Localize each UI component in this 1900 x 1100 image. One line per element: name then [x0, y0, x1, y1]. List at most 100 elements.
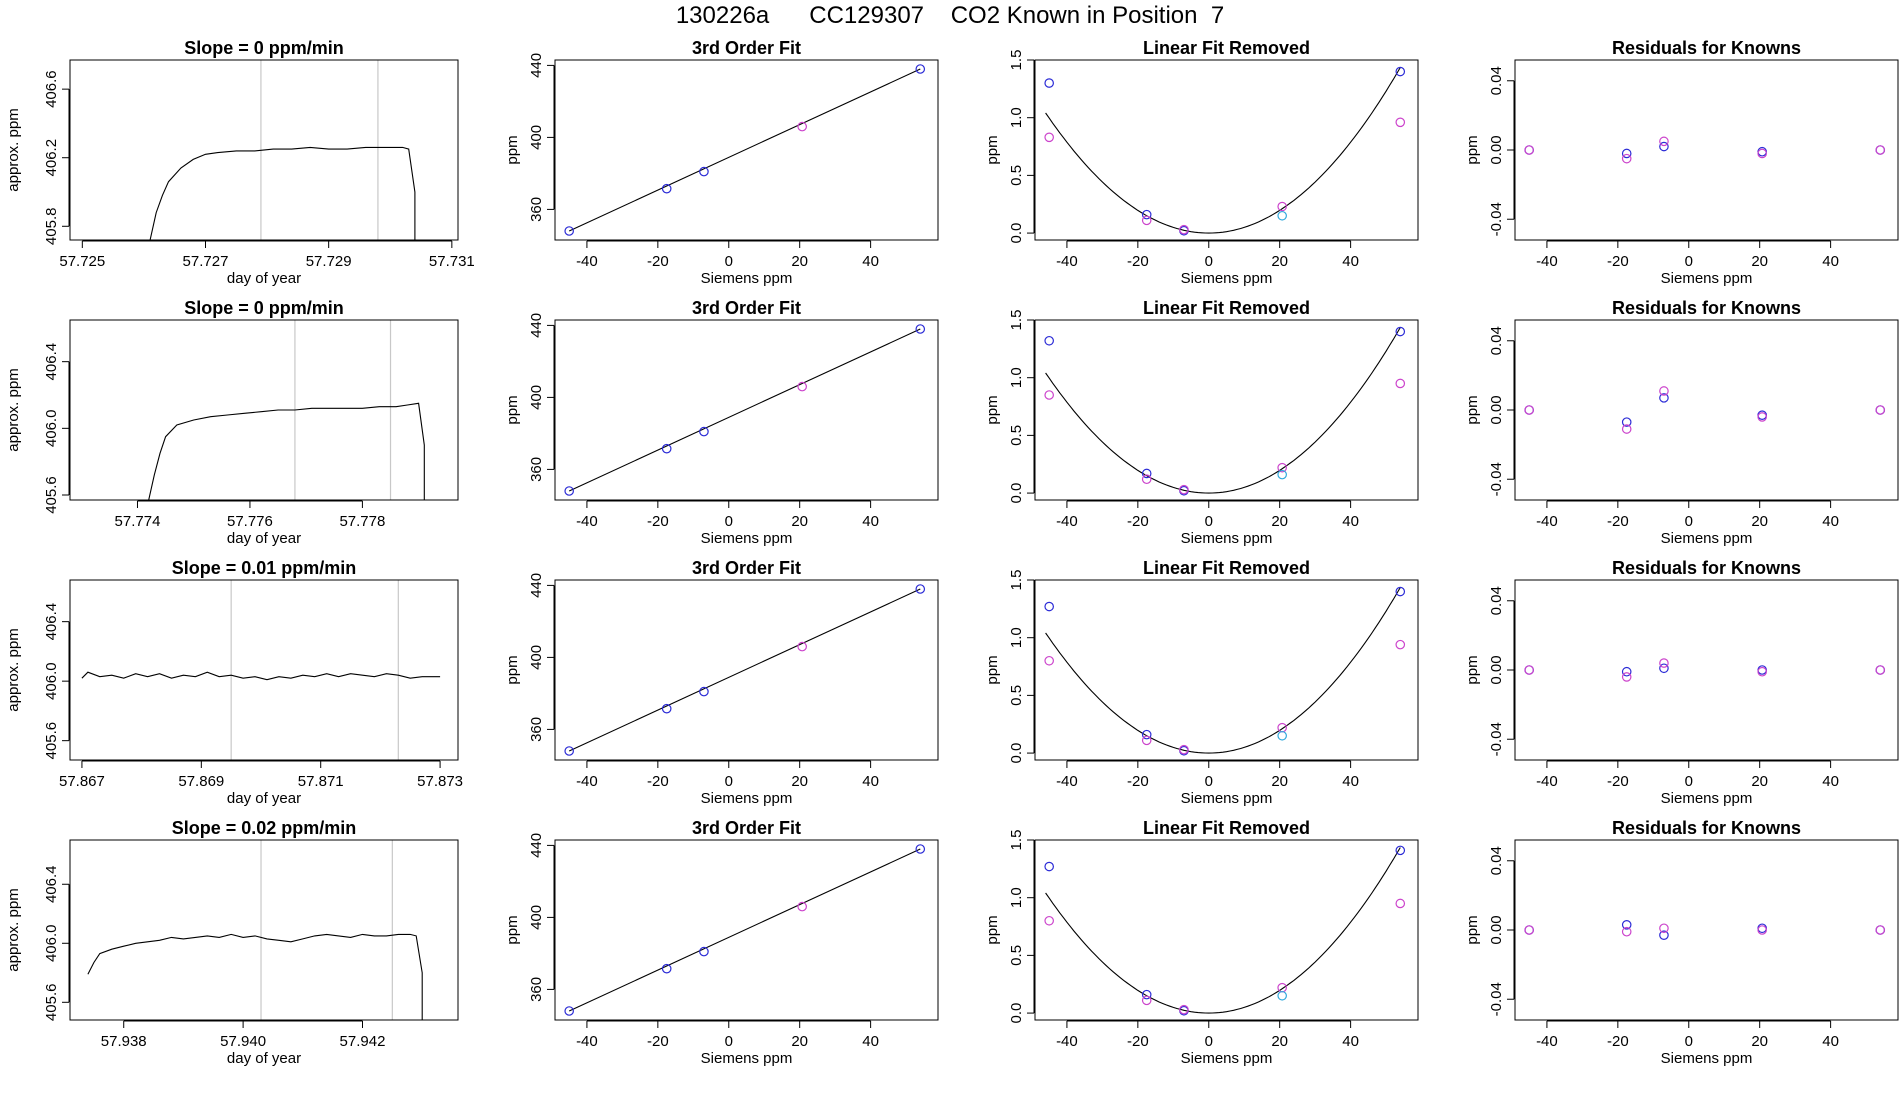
- data-layer: [1524, 136, 1886, 164]
- y-tick-label: 440: [528, 53, 545, 78]
- y-tick-label: 400: [528, 645, 545, 670]
- x-tick-label: -20: [1607, 513, 1629, 530]
- data-point-blue: [915, 324, 926, 334]
- x-tick-label: 57.871: [298, 773, 344, 790]
- x-tick-label: 0: [725, 1033, 733, 1050]
- x-axis-label: Siemens ppm: [701, 530, 793, 547]
- x-tick-label: 0: [725, 253, 733, 270]
- y-tick-label: 405.6: [43, 984, 60, 1022]
- x-tick-label: 40: [862, 253, 879, 270]
- panel-title: 3rd Order Fit: [692, 818, 801, 838]
- panel-r2-c1: 57.774 57.776 57.778 405.6 406.0 406.4 Slope =…: [5, 298, 459, 547]
- x-tick-label: 40: [1822, 1033, 1839, 1050]
- data-point-magenta: [1659, 386, 1669, 396]
- x-tick-label: 20: [791, 1033, 808, 1050]
- x-axis-label: day of year: [227, 270, 301, 287]
- x-tick-label: 20: [1751, 1033, 1768, 1050]
- y-tick-label: 0.0: [1008, 743, 1025, 764]
- data-point-magenta: [1524, 405, 1534, 415]
- y-tick-label: 360: [528, 717, 545, 742]
- y-tick-label: 0.00: [1488, 655, 1505, 684]
- x-tick-label: 40: [1822, 253, 1839, 270]
- y-tick-label: 406.6: [43, 70, 60, 108]
- data-point-magenta: [1659, 658, 1669, 668]
- panel-title: 3rd Order Fit: [692, 38, 801, 58]
- panel-r3-c4: -40 -20 0 20 40 -0.04 0.00 0.04 Residuals for Kn…: [1464, 558, 1899, 807]
- plot-frame: [1514, 59, 1899, 241]
- plot-frame: [1514, 839, 1899, 1021]
- data-point-blue: [1044, 861, 1054, 872]
- data-point-magenta: [1524, 665, 1534, 675]
- x-tick-label: 40: [1342, 513, 1359, 530]
- y-tick-label: 0.0: [1008, 223, 1025, 244]
- y-axis-label: approx. ppm: [5, 628, 22, 711]
- data-point-magenta: [797, 121, 807, 132]
- data-point-magenta: [1875, 405, 1886, 415]
- x-tick-label: 57.729: [306, 253, 352, 270]
- data-layer: [1044, 586, 1406, 756]
- data-layer: [564, 324, 926, 496]
- x-tick-label: 57.873: [417, 773, 463, 790]
- x-tick-label: -40: [1056, 253, 1078, 270]
- fit-line: [568, 328, 921, 492]
- fit-curve: [1045, 847, 1401, 1014]
- panel-r1-c3: -40 -20 0 20 40 0.0 0.5 1.0 1.5 Linear Fit Remove…: [984, 38, 1419, 287]
- data-point-magenta: [797, 381, 807, 392]
- x-tick-label: 0: [1685, 1033, 1693, 1050]
- y-tick-label: 406.0: [43, 925, 60, 963]
- panel-title: Slope = 0.01 ppm/min: [172, 558, 357, 578]
- data-point-blue: [1659, 930, 1669, 940]
- x-tick-label: 20: [1751, 773, 1768, 790]
- x-tick-label: -40: [576, 1033, 598, 1050]
- data-point-blue: [564, 746, 574, 756]
- data-point-magenta: [1044, 655, 1054, 666]
- x-tick-label: -20: [647, 513, 669, 530]
- data-point-magenta: [1395, 898, 1406, 909]
- data-point-magenta: [1044, 915, 1054, 926]
- data-point-magenta: [1395, 117, 1406, 128]
- data-point-magenta: [1044, 390, 1054, 400]
- data-point-magenta: [1621, 153, 1632, 164]
- x-axis-label: Siemens ppm: [701, 270, 793, 287]
- y-tick-label: -0.04: [1488, 462, 1505, 496]
- x-tick-label: 57.869: [178, 773, 224, 790]
- x-tick-label: -20: [1607, 773, 1629, 790]
- data-layer: [81, 671, 441, 681]
- panel-title: Residuals for Knowns: [1612, 558, 1801, 578]
- panel-title: Residuals for Knowns: [1612, 818, 1801, 838]
- y-tick-label: 0.04: [1488, 66, 1505, 95]
- data-point-magenta: [1395, 639, 1406, 650]
- panel-r3-c2: -40 -20 0 20 40 360 400 440 3rd Order Fit Siemens…: [504, 558, 939, 807]
- data-point-magenta: [1524, 925, 1534, 935]
- x-tick-label: 0: [1685, 773, 1693, 790]
- plot-frame: [1034, 59, 1419, 241]
- data-point-magenta: [1875, 665, 1886, 675]
- y-tick-label: 1.5: [1008, 830, 1025, 851]
- x-tick-label: 57.778: [339, 513, 385, 530]
- figure-title: 130226a CC129307 CO2 Known in Position 7: [675, 2, 1225, 29]
- y-tick-label: -0.04: [1488, 202, 1505, 236]
- x-tick-label: 20: [791, 773, 808, 790]
- panel-r2-c2: -40 -20 0 20 40 360 400 440 3rd Order Fit Siemens…: [504, 298, 939, 547]
- y-axis-label: ppm: [1464, 135, 1481, 164]
- series-line: [81, 671, 441, 681]
- data-point-magenta: [1621, 672, 1632, 682]
- data-point-blue: [661, 963, 672, 974]
- x-tick-label: -20: [1127, 1033, 1149, 1050]
- data-point-blue: [915, 844, 926, 854]
- data-point-blue: [661, 443, 672, 454]
- data-point-blue: [699, 166, 709, 177]
- y-tick-label: 0.0: [1008, 1003, 1025, 1024]
- data-point-blue: [1659, 663, 1669, 674]
- plot-frame: [69, 319, 459, 501]
- data-layer: [149, 146, 416, 240]
- x-tick-label: -20: [1607, 253, 1629, 270]
- x-tick-label: 20: [1271, 513, 1288, 530]
- x-tick-label: -40: [1056, 773, 1078, 790]
- panel-r4-c3: -40 -20 0 20 40 0.0 0.5 1.0 1.5 Linear Fit Remove…: [984, 818, 1419, 1067]
- data-point-magenta: [1875, 145, 1886, 155]
- panel-r3-c1: 57.867 57.869 57.871 57.873 405.6 406.0 406.4 S…: [5, 558, 463, 807]
- y-tick-label: 1.0: [1008, 627, 1025, 648]
- data-point-blue: [1621, 920, 1632, 930]
- data-layer: [1044, 845, 1406, 1016]
